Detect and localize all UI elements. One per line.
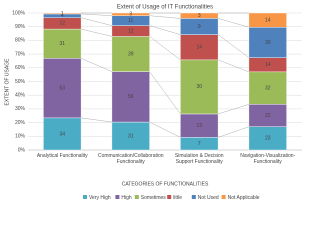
legend-swatch [167,195,172,199]
connector [149,71,181,115]
data-label: 9 [198,24,201,30]
bar-segment [180,59,219,115]
bar-segment [180,12,219,19]
connector [218,104,249,115]
connector [81,117,112,123]
data-label: 14 [265,17,271,23]
y-tick-label: 30% [15,106,26,112]
bar-segment [43,58,82,119]
bar-segment [111,121,150,151]
connector [217,34,250,58]
data-label: 12 [128,28,134,34]
data-label: 63 [59,85,65,91]
data-label: 3 [129,12,132,18]
data-label: 31 [59,41,65,47]
bar-segment [248,27,287,58]
chart-title: Extent of Usage of IT Functionalities [117,5,213,11]
x-axis-title: CATEGORIES OF FUNCTIONALITIES [122,181,209,187]
data-label: 23 [265,136,271,142]
bar-segment [248,12,287,28]
y-tick-label: 80% [15,38,26,44]
data-label: 31 [128,133,134,139]
data-label: 30 [196,84,202,90]
data-label: 39 [128,51,134,57]
data-label: 11 [128,18,133,24]
y-tick-label: 70% [15,51,26,57]
legend-label: High [121,195,132,201]
page: Extent of Usage of IT Functionalities EX… [4,5,302,201]
legend-label: little [173,195,182,201]
legend-swatch [83,195,87,199]
bar-segment [248,71,287,105]
y-tick-label: 100% [12,10,25,16]
data-label: 14 [265,62,271,68]
data-label: 22 [265,113,271,119]
legend-swatch [115,195,120,199]
legend-label: Very High [89,195,111,201]
data-label: 1 [61,11,64,17]
bar-segment [111,71,150,123]
data-label: 34 [59,131,65,137]
data-label: 32 [265,85,271,91]
x-tick-label: Analytical Functionality [36,153,88,159]
y-tick-label: 60% [15,65,26,71]
legend-label: Not Applicable [228,195,260,201]
bar-segment [180,34,219,61]
connector [81,28,112,37]
connector [149,15,181,19]
y-tick-label: 0% [18,147,26,153]
connector [149,36,181,61]
bar-segment [111,12,150,16]
connector [218,18,249,28]
data-label: 12 [59,21,65,27]
connector [218,126,249,138]
x-tick-label: Navigation-Visualization-Functionality [240,153,296,165]
y-tick-label: 20% [15,120,26,126]
x-tick-label: Communication/Collaboration Functionalit… [97,153,164,165]
legend-label: Sometimes [141,195,167,201]
data-label: 13 [196,123,202,129]
data-label: 56 [128,94,134,100]
y-axis-title: EXTENT OF USAGE [4,58,10,106]
connector [149,25,181,35]
data-label: 3 [198,13,201,19]
legend-swatch [221,195,226,199]
data-label: 30 [265,40,271,46]
y-tick-label: 40% [15,93,26,99]
bar-segment [43,117,82,151]
chart: Extent of Usage of IT Functionalities EX… [4,5,302,201]
legend-swatch [134,195,139,199]
x-tick-label: Simulation & Decision Support Functional… [174,153,224,165]
y-tick-label: 10% [15,134,26,140]
data-label: 7 [198,141,201,147]
bar-segment [111,36,150,72]
legend-label: Not Used [198,195,219,201]
y-tick-label: 90% [15,24,26,30]
connector [149,121,181,138]
connector [81,13,112,16]
connector [81,58,112,72]
legend-swatch [191,195,196,199]
connector [81,17,112,26]
data-label: 4 [61,13,64,19]
connector [218,59,249,73]
bar-segment [43,12,82,15]
y-tick-label: 50% [15,79,26,85]
data-label: 14 [196,45,202,51]
